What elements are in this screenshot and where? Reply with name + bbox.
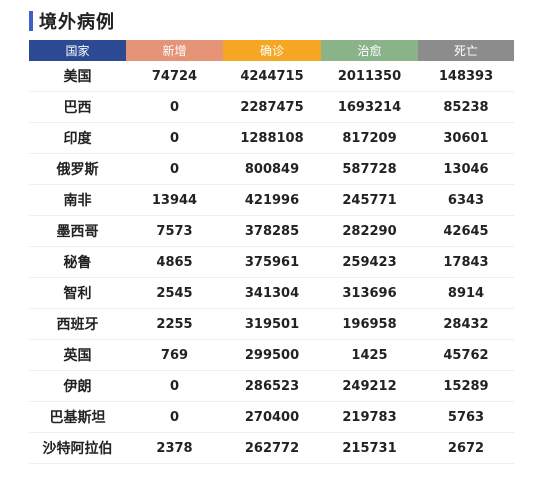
section-header: 境外病例 <box>29 9 115 33</box>
table-row: 沙特阿拉伯 2378 262772 215731 2672 <box>29 432 514 464</box>
header-new: 新增 <box>126 40 223 61</box>
cell-cured: 1693214 <box>321 91 418 123</box>
table-row: 印度 0 1288108 817209 30601 <box>29 122 514 154</box>
cell-country: 巴西 <box>29 91 126 123</box>
header-deaths: 死亡 <box>418 40 514 61</box>
cell-cured: 219783 <box>321 401 418 433</box>
cell-confirmed: 319501 <box>223 308 321 340</box>
header-confirmed: 确诊 <box>223 40 321 61</box>
table-row: 英国 769 299500 1425 45762 <box>29 339 514 371</box>
table-row: 俄罗斯 0 800849 587728 13046 <box>29 153 514 185</box>
cell-country: 沙特阿拉伯 <box>29 432 126 464</box>
table-header-row: 国家 新增 确诊 治愈 死亡 <box>29 40 514 61</box>
cell-confirmed: 378285 <box>223 215 321 247</box>
cell-deaths: 6343 <box>418 184 514 216</box>
cell-confirmed: 299500 <box>223 339 321 371</box>
cell-country: 西班牙 <box>29 308 126 340</box>
cell-deaths: 5763 <box>418 401 514 433</box>
cell-new: 0 <box>126 122 223 154</box>
cell-country: 英国 <box>29 339 126 371</box>
cell-deaths: 85238 <box>418 91 514 123</box>
cell-confirmed: 262772 <box>223 432 321 464</box>
table-row: 伊朗 0 286523 249212 15289 <box>29 370 514 402</box>
cell-country: 俄罗斯 <box>29 153 126 185</box>
cell-country: 墨西哥 <box>29 215 126 247</box>
cell-cured: 1425 <box>321 339 418 371</box>
cell-deaths: 15289 <box>418 370 514 402</box>
cell-cured: 259423 <box>321 246 418 278</box>
cell-cured: 817209 <box>321 122 418 154</box>
cell-new: 0 <box>126 401 223 433</box>
cell-confirmed: 1288108 <box>223 122 321 154</box>
cases-table: 国家 新增 确诊 治愈 死亡 美国 74724 4244715 2011350 1483… <box>29 40 514 464</box>
cell-deaths: 2672 <box>418 432 514 464</box>
table-row: 美国 74724 4244715 2011350 148393 <box>29 61 514 92</box>
cell-new: 0 <box>126 91 223 123</box>
cell-cured: 245771 <box>321 184 418 216</box>
cell-deaths: 28432 <box>418 308 514 340</box>
cell-new: 2545 <box>126 277 223 309</box>
table-row: 南非 13944 421996 245771 6343 <box>29 184 514 216</box>
cell-confirmed: 421996 <box>223 184 321 216</box>
cell-deaths: 17843 <box>418 246 514 278</box>
cell-deaths: 8914 <box>418 277 514 309</box>
cell-confirmed: 2287475 <box>223 91 321 123</box>
cell-country: 印度 <box>29 122 126 154</box>
cell-country: 智利 <box>29 277 126 309</box>
cell-new: 74724 <box>126 61 223 92</box>
cell-deaths: 13046 <box>418 153 514 185</box>
cell-confirmed: 286523 <box>223 370 321 402</box>
cell-country: 巴基斯坦 <box>29 401 126 433</box>
header-country: 国家 <box>29 40 126 61</box>
cell-country: 美国 <box>29 61 126 92</box>
cell-country: 伊朗 <box>29 370 126 402</box>
table-row: 秘鲁 4865 375961 259423 17843 <box>29 246 514 278</box>
table-row: 西班牙 2255 319501 196958 28432 <box>29 308 514 340</box>
cell-cured: 282290 <box>321 215 418 247</box>
cell-new: 4865 <box>126 246 223 278</box>
cell-new: 13944 <box>126 184 223 216</box>
cell-country: 秘鲁 <box>29 246 126 278</box>
table-row: 墨西哥 7573 378285 282290 42645 <box>29 215 514 247</box>
cell-confirmed: 375961 <box>223 246 321 278</box>
cell-cured: 249212 <box>321 370 418 402</box>
cell-cured: 196958 <box>321 308 418 340</box>
header-cured: 治愈 <box>321 40 418 61</box>
title-accent-bar <box>29 11 33 31</box>
cell-new: 769 <box>126 339 223 371</box>
cell-new: 2378 <box>126 432 223 464</box>
cell-new: 0 <box>126 370 223 402</box>
table-row: 巴西 0 2287475 1693214 85238 <box>29 91 514 123</box>
cell-deaths: 45762 <box>418 339 514 371</box>
cell-new: 2255 <box>126 308 223 340</box>
section-title: 境外病例 <box>39 12 115 33</box>
cell-confirmed: 800849 <box>223 153 321 185</box>
table-row: 巴基斯坦 0 270400 219783 5763 <box>29 401 514 433</box>
cell-deaths: 42645 <box>418 215 514 247</box>
cell-deaths: 148393 <box>418 61 514 92</box>
cell-confirmed: 270400 <box>223 401 321 433</box>
cell-cured: 313696 <box>321 277 418 309</box>
cell-deaths: 30601 <box>418 122 514 154</box>
cell-cured: 2011350 <box>321 61 418 92</box>
cell-new: 7573 <box>126 215 223 247</box>
cell-new: 0 <box>126 153 223 185</box>
cell-country: 南非 <box>29 184 126 216</box>
cell-cured: 587728 <box>321 153 418 185</box>
cell-cured: 215731 <box>321 432 418 464</box>
cell-confirmed: 4244715 <box>223 61 321 92</box>
table-row: 智利 2545 341304 313696 8914 <box>29 277 514 309</box>
cell-confirmed: 341304 <box>223 277 321 309</box>
